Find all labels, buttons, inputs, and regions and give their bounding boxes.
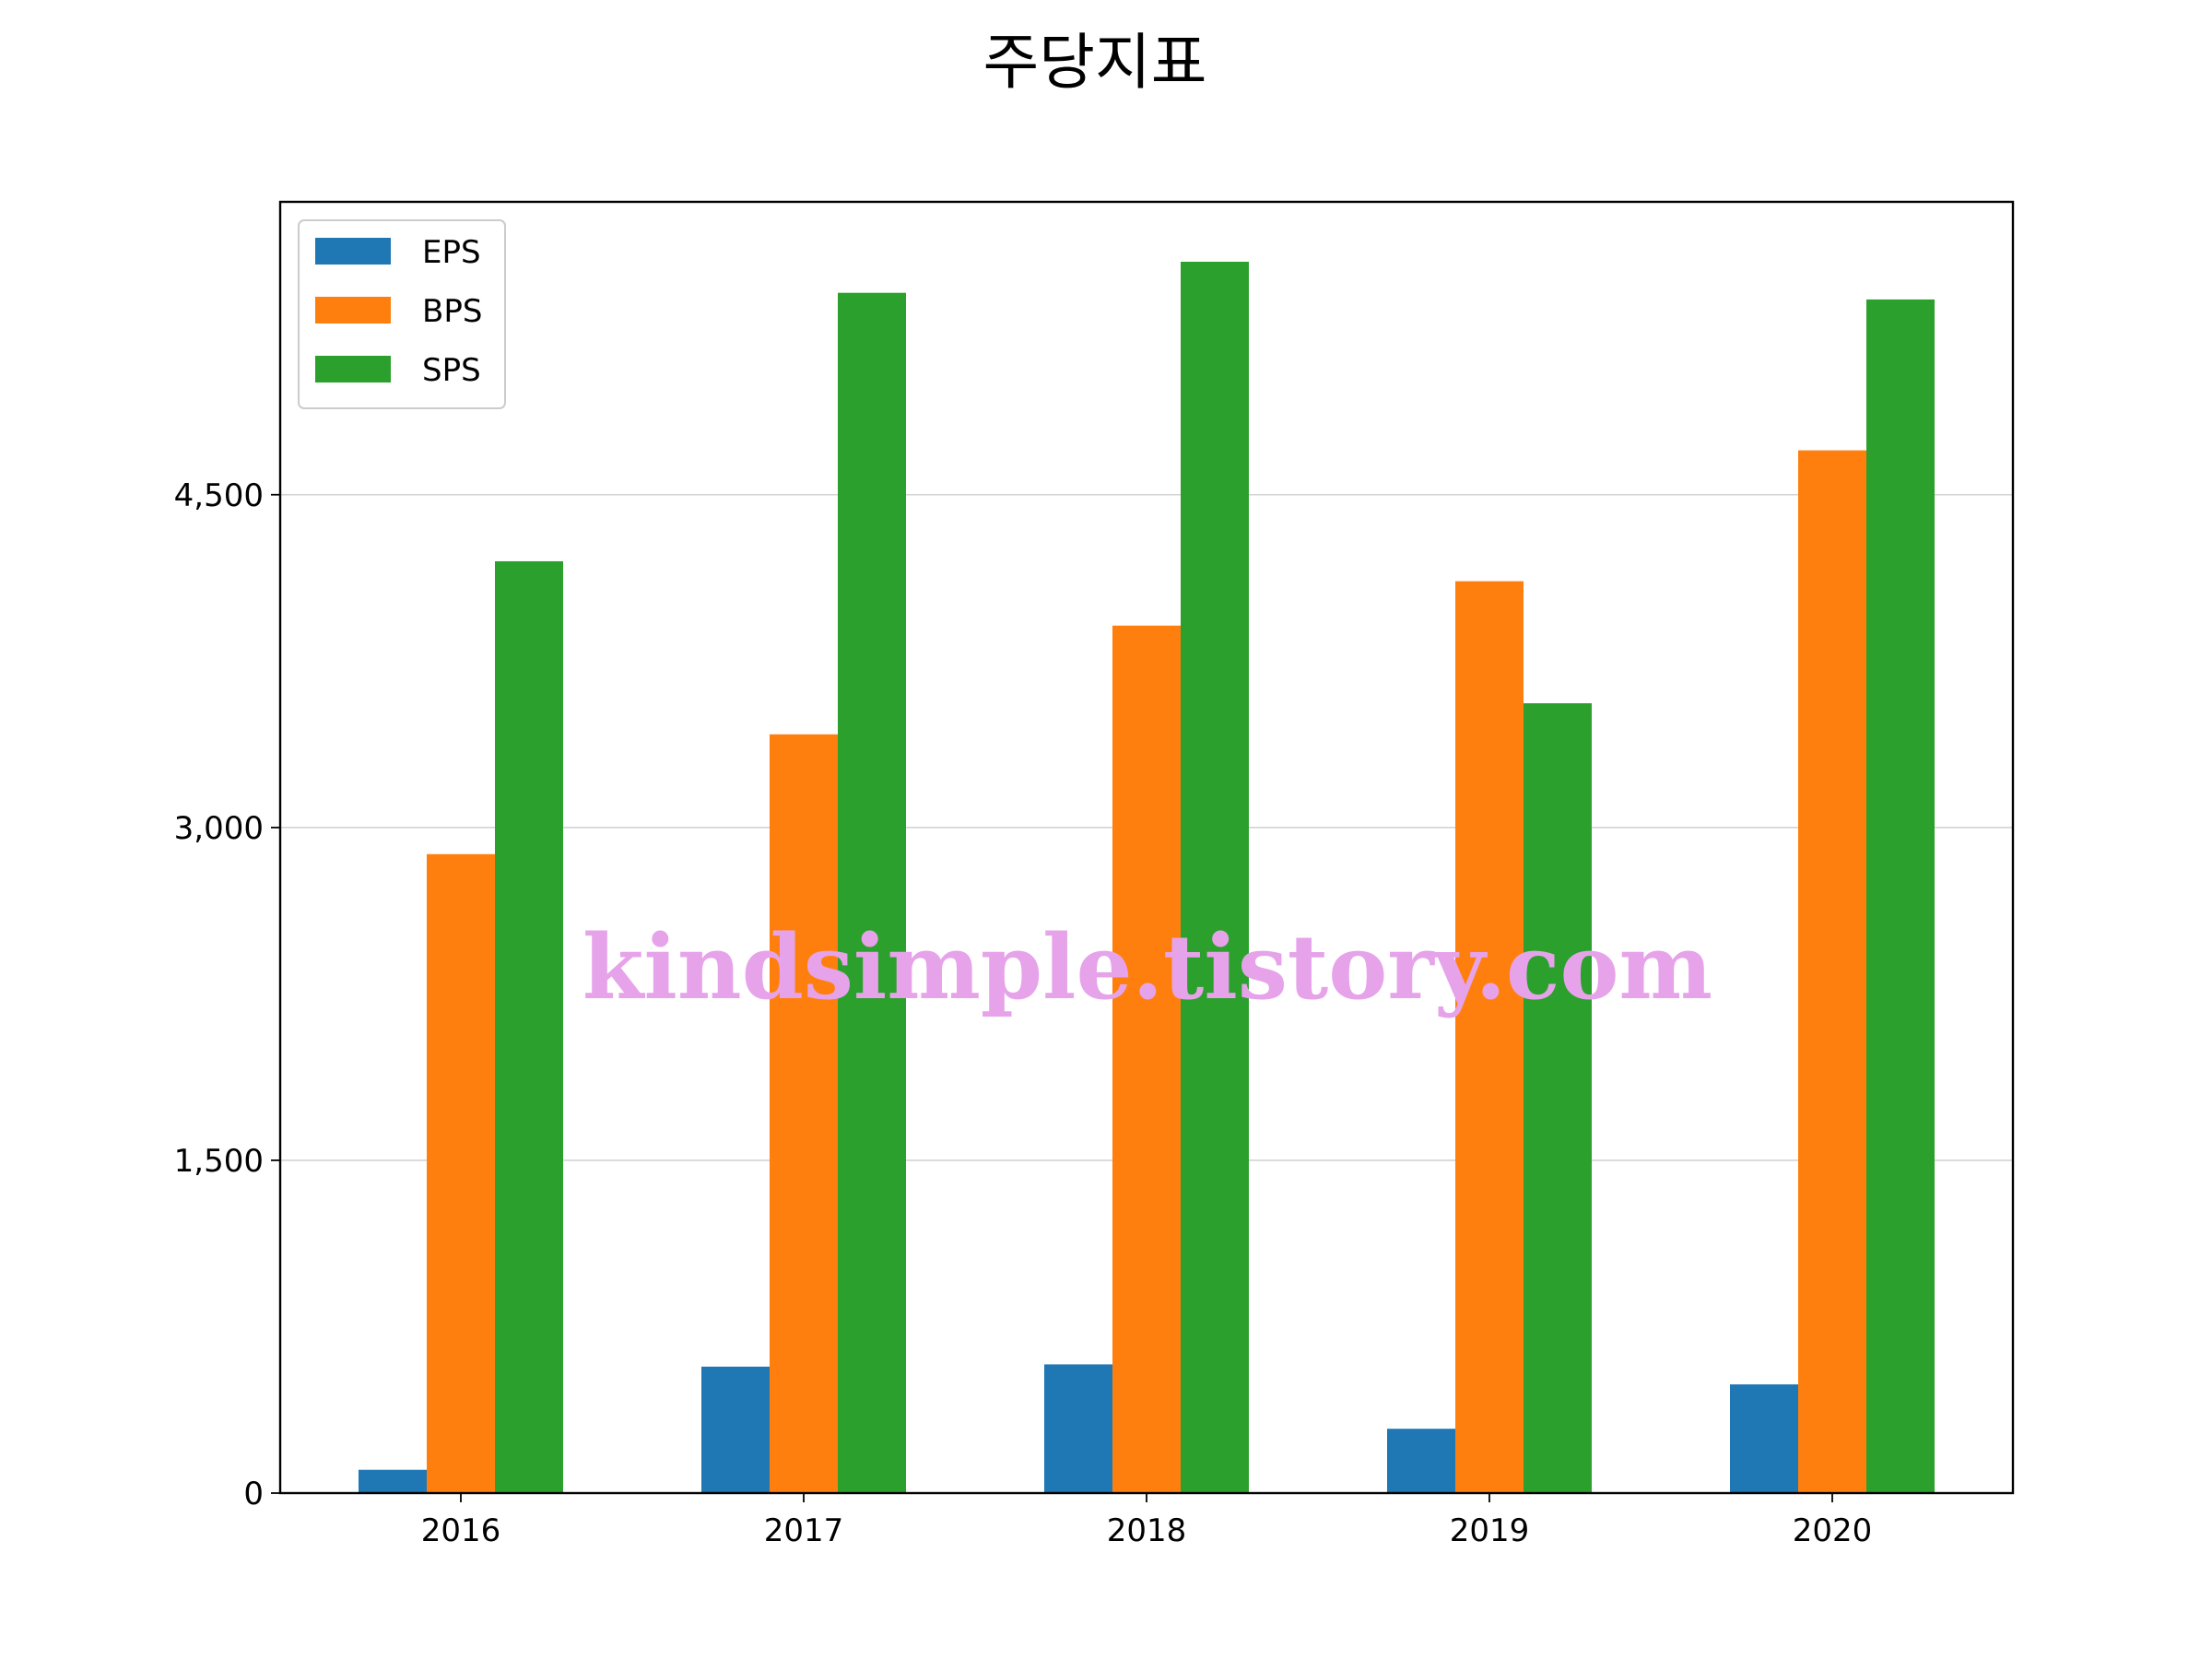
y-tick-label: 4,500 bbox=[174, 477, 264, 514]
legend-swatch-sps bbox=[315, 356, 391, 382]
legend-label-bps: BPS bbox=[422, 293, 482, 330]
bars bbox=[359, 261, 1935, 1494]
watermark: kindsimple.tistory.com bbox=[582, 915, 1712, 1019]
bar-bps-2017 bbox=[770, 734, 838, 1493]
y-axis: 0 1,500 3,000 4,500 bbox=[174, 477, 280, 1512]
bar-sps-2017 bbox=[838, 292, 906, 1494]
bar-sps-2018 bbox=[1181, 261, 1249, 1493]
bar-bps-2018 bbox=[1112, 625, 1181, 1493]
bar-eps-2018 bbox=[1044, 1364, 1112, 1493]
bar-sps-2019 bbox=[1524, 703, 1592, 1493]
legend-swatch-eps bbox=[315, 238, 391, 265]
legend-label-sps: SPS bbox=[422, 352, 481, 389]
bar-sps-2016 bbox=[495, 560, 563, 1493]
y-tick-label: 1,500 bbox=[174, 1143, 264, 1180]
chart-title: 주당지표 bbox=[983, 27, 1207, 98]
x-tick-label: 2018 bbox=[1107, 1512, 1187, 1549]
bar-eps-2016 bbox=[359, 1469, 427, 1493]
y-tick-label: 3,000 bbox=[174, 810, 264, 847]
bar-bps-2020 bbox=[1798, 450, 1866, 1493]
legend: EPS BPS SPS bbox=[298, 219, 506, 409]
y-tick-label: 0 bbox=[243, 1476, 264, 1512]
x-tick-label: 2016 bbox=[421, 1512, 501, 1549]
bar-eps-2020 bbox=[1730, 1384, 1798, 1493]
x-axis: 2016 2017 2018 2019 2020 bbox=[421, 1493, 1873, 1549]
legend-swatch-bps bbox=[315, 297, 391, 324]
bar-sps-2020 bbox=[1866, 299, 1935, 1494]
x-tick-label: 2017 bbox=[764, 1512, 844, 1549]
legend-label-eps: EPS bbox=[422, 234, 481, 271]
bar-eps-2019 bbox=[1387, 1429, 1455, 1493]
x-tick-label: 2019 bbox=[1450, 1512, 1530, 1549]
bar-bps-2016 bbox=[427, 853, 495, 1493]
plot-area bbox=[278, 200, 2015, 1495]
x-tick-label: 2020 bbox=[1793, 1512, 1873, 1549]
bar-eps-2017 bbox=[701, 1366, 770, 1493]
bar-bps-2019 bbox=[1455, 581, 1524, 1493]
